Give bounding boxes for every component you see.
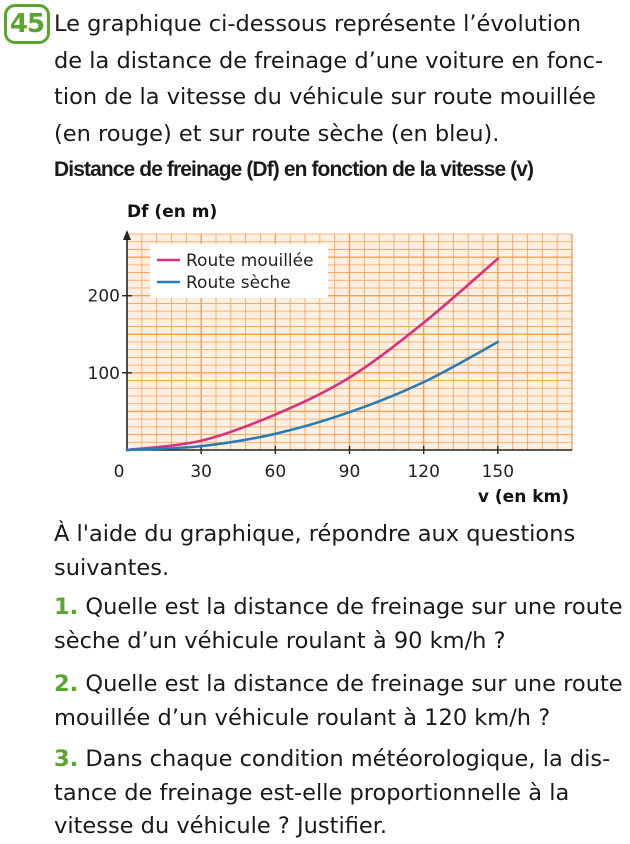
exercise-intro: Le graphique ci-dessous représente l’évo…: [54, 6, 624, 152]
question-line: vitesse du véhicule ? Justifier.: [54, 813, 388, 839]
x-tick-label: 90: [339, 462, 361, 482]
question-line: 2. Quelle est la distance de freinage su…: [54, 668, 624, 702]
series-line: [125, 340, 500, 452]
question-text: Quelle est la distance de freinage sur u…: [85, 671, 623, 697]
question-3: 3. Dans chaque condition météorologique,…: [54, 743, 624, 844]
question-1: 1. Quelle est la distance de freinage su…: [54, 591, 624, 658]
y-axis-arrow: [123, 230, 131, 240]
question-line: 1. Quelle est la distance de freinage su…: [54, 591, 624, 625]
y-tick-label: 100: [88, 364, 120, 384]
legend-label: Route sèche: [186, 273, 291, 293]
question-text: Dans chaque condition météorologique, la…: [85, 746, 611, 772]
y-tick-label: 200: [88, 287, 120, 307]
x-tick-label: 120: [407, 462, 439, 482]
instruction-line: suivantes.: [54, 554, 170, 581]
braking-distance-chart: 0 30 60 90 120 150 100 200 Df (en m) v (en km) Rou…: [88, 202, 573, 507]
legend-box: [150, 244, 328, 298]
question-number: 1.: [54, 594, 79, 620]
x-axis-label: v (en km): [478, 487, 569, 507]
x-tick-label: 0: [114, 462, 125, 482]
y-axis-label: Df (en m): [127, 202, 217, 222]
question-line: mouillée d’un véhicule roulant à 120 km/…: [54, 704, 551, 731]
instruction-text: À l'aide du graphique, répondre aux ques…: [54, 518, 624, 585]
question-line: 3. Dans chaque condition météorologique,…: [54, 743, 624, 777]
chart-title: Distance de freinage (Df) en fonction de…: [54, 158, 534, 181]
question-2: 2. Quelle est la distance de freinage su…: [54, 668, 624, 735]
legend-label: Route mouillée: [186, 251, 314, 271]
exercise-number-badge: 45: [4, 4, 50, 44]
question-number: 3.: [54, 746, 79, 772]
instruction-line: À l'aide du graphique, répondre aux ques…: [54, 521, 576, 547]
intro-line: de la distance de freinage d’une voiture…: [54, 47, 604, 74]
question-line: tance de freinage est-elle proportionnel…: [54, 779, 570, 806]
question-text: Quelle est la distance de freinage sur u…: [85, 594, 623, 620]
x-tick-label: 60: [265, 462, 287, 482]
intro-line: Le graphique ci-dessous représente l’évo…: [54, 11, 582, 37]
intro-line: (en rouge) et sur route sèche (en bleu).: [54, 120, 500, 147]
x-tick-label: 30: [190, 462, 212, 482]
question-line: sèche d’un véhicule roulant à 90 km/h ?: [54, 627, 506, 654]
intro-line: tion de la vitesse du véhicule sur route…: [54, 84, 596, 110]
x-tick-label: 150: [482, 462, 514, 482]
series-line: [125, 257, 500, 452]
question-number: 2.: [54, 671, 79, 697]
